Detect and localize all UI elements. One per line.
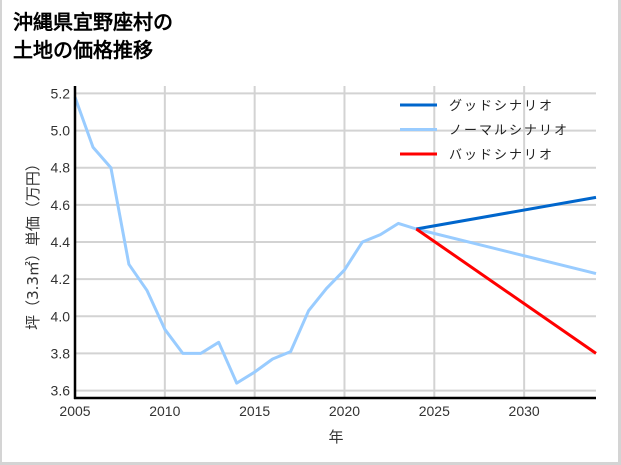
series-line [415,227,597,355]
chart-title: 沖縄県宜野座村の 土地の価格推移 [13,8,173,64]
y-tick-label: 4.8 [51,160,71,176]
legend-label: バッドシナリオ [449,148,554,163]
x-tick-label: 2020 [329,403,360,419]
title-line-2: 土地の価格推移 [13,38,153,62]
data-series [73,96,597,385]
x-tick-label: 2030 [509,403,540,419]
y-tick-label: 4.0 [51,308,71,324]
axes [73,86,596,400]
x-tick-label: 2010 [149,403,180,419]
y-tick-label: 5.2 [51,85,71,101]
x-tick-label: 2015 [239,403,270,419]
y-axis-label: 坪（3.3㎡）単価（万円） [24,156,42,330]
y-tick-label: 3.6 [51,383,71,399]
series-line [73,96,597,385]
tick-labels: 3.6 3.8 4.0 4.2 4.4 4.6 4.8 5.0 5.2 2005 2010 2015 2… [51,85,540,419]
title-line-1: 沖縄県宜野座村の [13,10,173,34]
y-tick-label: 4.4 [51,234,71,250]
legend-label: ノーマルシナリオ [449,124,569,139]
y-tick-label: 4.6 [51,197,71,213]
x-axis-label: 年 [328,428,343,446]
legend-label: グッドシナリオ [449,99,554,114]
x-tick-label: 2025 [419,403,450,419]
series-line [416,195,597,231]
y-tick-label: 5.0 [51,123,71,139]
y-tick-label: 3.8 [51,345,71,361]
x-tick-label: 2005 [59,403,90,419]
y-tick-label: 4.2 [51,271,71,287]
